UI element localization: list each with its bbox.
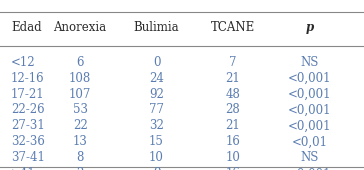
Text: 53: 53 [72, 104, 88, 116]
Text: 7: 7 [229, 56, 237, 69]
Text: <0,001: <0,001 [288, 120, 331, 132]
Text: 17-21: 17-21 [11, 88, 44, 100]
Text: 32: 32 [149, 120, 164, 132]
Text: 48: 48 [226, 88, 240, 100]
Text: 16: 16 [226, 167, 240, 170]
Text: 12-16: 12-16 [11, 72, 44, 84]
Text: 27-31: 27-31 [11, 120, 45, 132]
Text: <0,001: <0,001 [288, 88, 331, 100]
Text: 15: 15 [149, 135, 164, 148]
Text: NS: NS [300, 151, 318, 164]
Text: <0,001: <0,001 [288, 167, 331, 170]
Text: 10: 10 [226, 151, 240, 164]
Text: 21: 21 [226, 120, 240, 132]
Text: 2: 2 [76, 167, 84, 170]
Text: 21: 21 [226, 72, 240, 84]
Text: 6: 6 [76, 56, 84, 69]
Text: Anorexia: Anorexia [54, 21, 107, 34]
Text: 22: 22 [73, 120, 87, 132]
Text: <12: <12 [11, 56, 36, 69]
Text: Bulimia: Bulimia [134, 21, 179, 34]
Text: 13: 13 [73, 135, 87, 148]
Text: 9: 9 [153, 167, 160, 170]
Text: <0,01: <0,01 [292, 135, 327, 148]
Text: 32-36: 32-36 [11, 135, 45, 148]
Text: 77: 77 [149, 104, 164, 116]
Text: 16: 16 [226, 135, 240, 148]
Text: 28: 28 [226, 104, 240, 116]
Text: 24: 24 [149, 72, 164, 84]
Text: 37-41: 37-41 [11, 151, 45, 164]
Text: 22-26: 22-26 [11, 104, 44, 116]
Text: 92: 92 [149, 88, 164, 100]
Text: 8: 8 [76, 151, 84, 164]
Text: 107: 107 [69, 88, 91, 100]
Text: <0,001: <0,001 [288, 104, 331, 116]
Text: TCANE: TCANE [211, 21, 255, 34]
Text: 0: 0 [153, 56, 160, 69]
Text: NS: NS [300, 56, 318, 69]
Text: 10: 10 [149, 151, 164, 164]
Text: >41: >41 [11, 167, 36, 170]
Text: <0,001: <0,001 [288, 72, 331, 84]
Text: p: p [305, 21, 313, 34]
Text: Edad: Edad [11, 21, 41, 34]
Text: 108: 108 [69, 72, 91, 84]
